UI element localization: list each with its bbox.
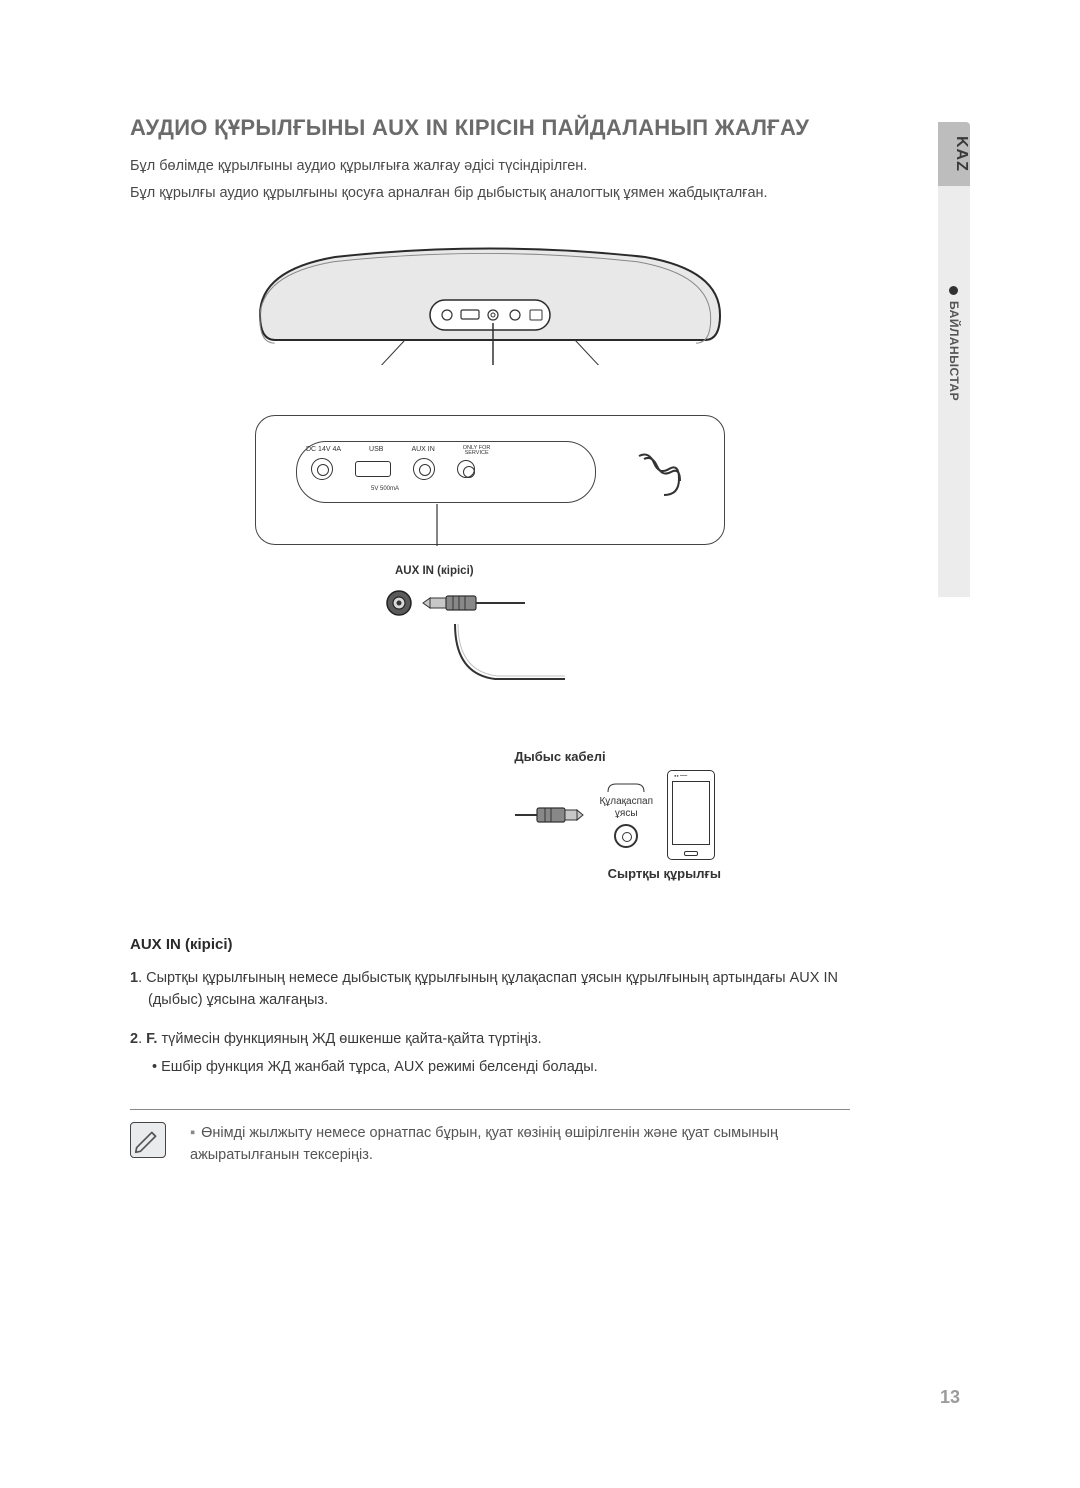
speaker-illustration: [255, 245, 725, 365]
step-2: 2. F. түймесін функцияның ЖД өшкенше қай…: [130, 1028, 850, 1050]
port-label-dc: DC 14V 4A: [306, 446, 341, 457]
dc-port-icon: [311, 458, 333, 480]
page-title: АУДИО ҚҰРЫЛҒЫНЫ AUX IN КІРІСІН ПАЙДАЛАНЫ…: [130, 115, 850, 141]
note-icon: [130, 1122, 166, 1158]
note-separator: [130, 1109, 850, 1110]
port-row: [311, 458, 475, 480]
port-label-aux: AUX IN: [411, 446, 434, 457]
section-heading: AUX IN (кірісі): [130, 936, 850, 953]
aux-pointer-line: [431, 504, 443, 546]
external-device-label: Сыртқы құрылғы: [255, 866, 725, 881]
port-label-usb: USB: [369, 446, 383, 457]
aux-port-icon: [413, 458, 435, 480]
external-device-icon: ●● ━━━: [667, 770, 715, 860]
headphone-jack-label: Құлақаспап ұясы: [599, 782, 653, 848]
service-port-icon: [457, 460, 475, 478]
rear-panel-closeup: DC 14V 4A USB AUX IN ONLY FORSERVICE 5V …: [255, 415, 725, 545]
section-tab-label: БАЙЛАНЫСТАР: [938, 301, 970, 401]
headphone-jack-icon: [614, 824, 638, 848]
cable-path: [255, 624, 725, 709]
port-labels: DC 14V 4A USB AUX IN ONLY FORSERVICE: [306, 446, 490, 457]
audio-cable-label: Дыбыс кабелі: [255, 749, 725, 764]
note-text: ▪Өнімді жылжыту немесе орнатпас бұрын, қ…: [190, 1122, 850, 1167]
connection-diagram: DC 14V 4A USB AUX IN ONLY FORSERVICE 5V …: [130, 245, 850, 881]
port-label-service: ONLY FORSERVICE: [463, 446, 491, 457]
cable-wave-icon: [634, 451, 684, 501]
intro-line-1: Бұл бөлімде құрылғыны аудио құрылғыға жа…: [130, 155, 850, 177]
step-1: 1. Сыртқы құрылғының немесе дыбыстық құр…: [130, 967, 850, 1012]
aux-in-label: AUX IN (кірісі): [395, 565, 474, 577]
plug-right-icon: [515, 802, 585, 828]
language-tab: KAZ: [938, 122, 970, 186]
step-2-sub: • Ешбір функция ЖД жанбай тұрса, AUX реж…: [130, 1056, 850, 1078]
usb-port-icon: [355, 461, 391, 477]
side-tab: KAZ БАЙЛАНЫСТАР: [938, 122, 970, 597]
page-number: 13: [940, 1387, 960, 1408]
usb-sublabel: 5V 500mA: [371, 486, 399, 492]
section-bullet-icon: [949, 286, 958, 295]
audio-jack-illustration: [255, 587, 725, 624]
intro-line-2: Бұл құрылғы аудио құрылғыны қосуға арнал…: [130, 182, 850, 204]
